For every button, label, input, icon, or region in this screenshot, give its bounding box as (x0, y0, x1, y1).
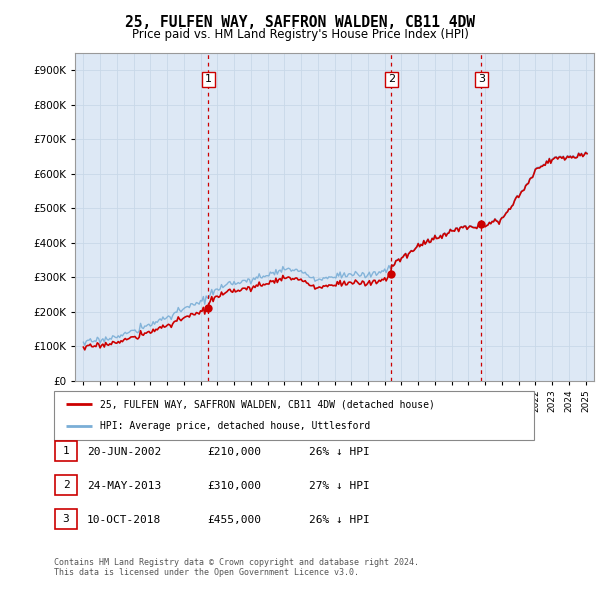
FancyBboxPatch shape (54, 391, 534, 440)
Text: 10-OCT-2018: 10-OCT-2018 (87, 516, 161, 525)
Text: 25, FULFEN WAY, SAFFRON WALDEN, CB11 4DW (detached house): 25, FULFEN WAY, SAFFRON WALDEN, CB11 4DW… (100, 399, 434, 409)
Text: 20-JUN-2002: 20-JUN-2002 (87, 447, 161, 457)
Text: HPI: Average price, detached house, Uttlesford: HPI: Average price, detached house, Uttl… (100, 421, 370, 431)
FancyBboxPatch shape (55, 441, 77, 461)
Text: 3: 3 (62, 514, 70, 524)
Text: 25, FULFEN WAY, SAFFRON WALDEN, CB11 4DW: 25, FULFEN WAY, SAFFRON WALDEN, CB11 4DW (125, 15, 475, 30)
Text: 27% ↓ HPI: 27% ↓ HPI (309, 481, 370, 491)
Text: 1: 1 (62, 446, 70, 455)
Text: Price paid vs. HM Land Registry's House Price Index (HPI): Price paid vs. HM Land Registry's House … (131, 28, 469, 41)
Text: £455,000: £455,000 (207, 516, 261, 525)
Text: 26% ↓ HPI: 26% ↓ HPI (309, 447, 370, 457)
Text: £210,000: £210,000 (207, 447, 261, 457)
Text: £310,000: £310,000 (207, 481, 261, 491)
Text: 3: 3 (478, 74, 485, 84)
Text: 26% ↓ HPI: 26% ↓ HPI (309, 516, 370, 525)
Text: Contains HM Land Registry data © Crown copyright and database right 2024.
This d: Contains HM Land Registry data © Crown c… (54, 558, 419, 577)
FancyBboxPatch shape (55, 509, 77, 529)
FancyBboxPatch shape (55, 475, 77, 495)
Text: 2: 2 (62, 480, 70, 490)
Text: 1: 1 (205, 74, 212, 84)
Text: 2: 2 (388, 74, 395, 84)
Text: 24-MAY-2013: 24-MAY-2013 (87, 481, 161, 491)
